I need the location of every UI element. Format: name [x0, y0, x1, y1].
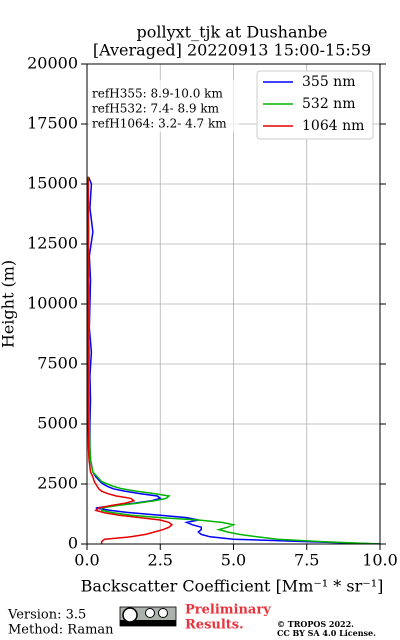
y-tick-label: 12500	[27, 234, 78, 253]
version: Version: 3.5	[7, 608, 86, 623]
x-tick-label: 2.5	[148, 551, 173, 570]
x-tick-label: 7.5	[294, 551, 319, 570]
y-tick-label: 15000	[27, 174, 78, 193]
legend-entries: 355 nm 532 nm 1064 nm	[263, 74, 364, 134]
x-tick-label: 5.0	[221, 551, 246, 570]
y-tick-label: 17500	[27, 114, 78, 133]
annotation-box	[89, 80, 239, 132]
license: CC BY SA 4.0 License.	[277, 628, 376, 638]
annotation: refH532: 7.4- 8.9 km	[92, 102, 220, 116]
legend-label: 532 nm	[302, 96, 355, 112]
data-line	[87, 176, 380, 544]
chart-subtitle: [Averaged] 20220913 15:00-15:59	[93, 41, 371, 60]
status: Results.	[185, 618, 244, 633]
legend	[256, 70, 374, 140]
y-tick-label: 2500	[37, 474, 78, 493]
data-line	[87, 176, 380, 544]
annotation: refH1064: 3.2- 4.7 km	[92, 117, 227, 131]
y-tick-label: 20000	[27, 54, 78, 73]
x-axis-label: Backscatter Coefficient [Mm⁻¹ * sr⁻¹]	[81, 577, 384, 596]
legend-label: 1064 nm	[302, 118, 364, 134]
lines	[87, 176, 380, 544]
status: Preliminary	[185, 603, 271, 618]
plot-frame	[86, 63, 381, 545]
legend-label: 355 nm	[302, 74, 355, 90]
y-tick-label: 10000	[27, 294, 78, 313]
x-tick-label: 10.0	[362, 551, 398, 570]
method: Method: Raman	[8, 623, 114, 638]
annotation: refH355: 8.9-10.0 km	[92, 87, 223, 101]
data-line	[87, 176, 174, 544]
y-tick-label: 5000	[37, 414, 78, 433]
y-axis-label: Height (m)	[0, 260, 18, 348]
chart-title: pollyxt_tjk at Dushanbe	[136, 23, 327, 42]
y-tick-label: 7500	[37, 354, 78, 373]
copyright: © TROPOS 2022.	[277, 619, 354, 629]
cc-logo	[119, 606, 177, 627]
y-tick-label: 0	[68, 534, 78, 553]
x-tick-label: 0.0	[74, 551, 99, 570]
